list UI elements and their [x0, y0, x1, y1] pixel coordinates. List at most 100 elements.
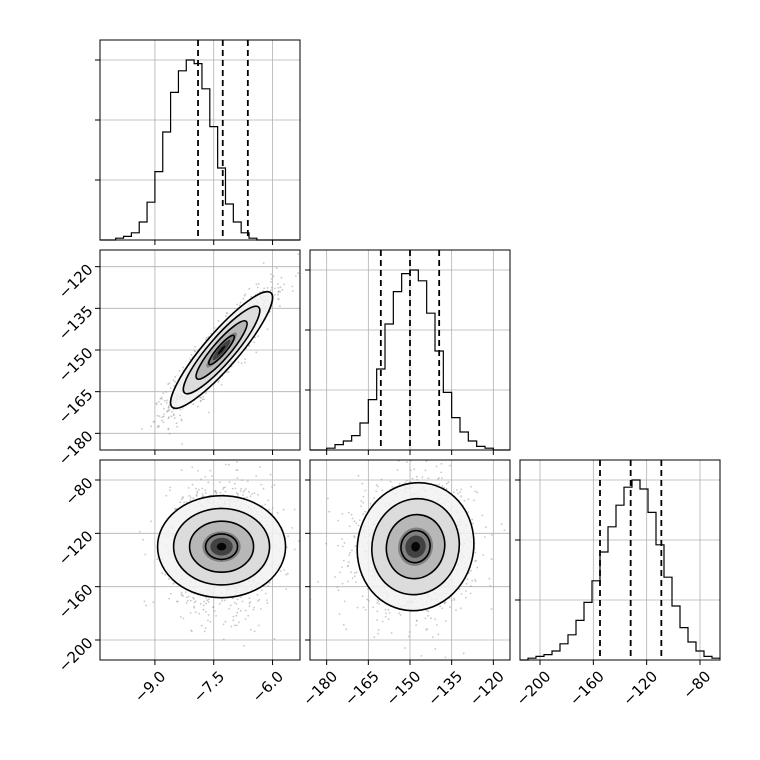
- scatter-1-2-point: [377, 600, 380, 602]
- scatter-0-1-point: [255, 351, 258, 354]
- scatter-0-2-point: [205, 492, 207, 494]
- scatter-0-1-point: [213, 327, 216, 329]
- scatter-1-2-point: [470, 569, 472, 572]
- scatter-1-2-point: [358, 519, 361, 521]
- scatter-1-2-point: [421, 476, 424, 479]
- scatter-1-2-point: [440, 471, 443, 474]
- scatter-1-2-point: [456, 492, 459, 495]
- scatter-1-2-point: [341, 538, 343, 540]
- scatter-0-2-point: [228, 481, 231, 483]
- scatter-0-2-panel: [95, 459, 315, 665]
- scatter-0-2-point: [255, 475, 258, 477]
- scatter-0-1-point: [179, 408, 182, 411]
- scatter-1-2-point: [465, 582, 468, 585]
- scatter-0-1-point: [270, 286, 273, 289]
- scatter-0-2-point: [205, 597, 208, 599]
- scatter-1-2-point: [343, 600, 346, 603]
- scatter-0-2-point: [242, 491, 245, 493]
- scatter-1-2-point: [347, 580, 349, 583]
- scatter-0-2-point: [202, 608, 205, 611]
- scatter-0-1-point: [302, 260, 304, 262]
- scatter-1-2-point: [377, 632, 379, 635]
- scatter-0-2-point: [193, 601, 196, 604]
- scatter-0-2-point: [161, 572, 164, 575]
- scatter-0-1-point: [244, 361, 246, 364]
- scatter-0-2-point: [260, 483, 263, 486]
- scatter-0-1-point: [217, 320, 220, 322]
- scatter-0-1-contour-0: [208, 334, 236, 366]
- scatter-0-2-point: [222, 623, 225, 626]
- scatter-0-2-point: [204, 475, 207, 478]
- scatter-1-2-point: [367, 600, 370, 602]
- scatter-0-2-point: [185, 596, 188, 599]
- scatter-0-2-point: [279, 570, 282, 572]
- scatter-0-1-point: [167, 383, 170, 385]
- hist-0-steps: [100, 59, 300, 241]
- scatter-0-2-point: [222, 486, 225, 489]
- scatter-1-2-point: [366, 598, 368, 601]
- scatter-0-2-point: [221, 600, 224, 602]
- scatter-0-1-point: [193, 350, 196, 352]
- scatter-0-2-point: [189, 599, 192, 602]
- scatter-0-2-point: [183, 501, 186, 504]
- scatter-1-2-point: [467, 498, 470, 501]
- xtick-label-p0-2: −6.0: [249, 667, 287, 705]
- xtick-label-p2-2: −120: [619, 667, 661, 709]
- scatter-0-2-point: [259, 466, 261, 468]
- scatter-0-2-point: [224, 486, 226, 489]
- scatter-0-1-point: [225, 312, 228, 314]
- scatter-1-2-point: [327, 497, 329, 500]
- scatter-0-2-point: [231, 597, 234, 600]
- scatter-1-2-point: [427, 477, 430, 480]
- scatter-0-2-point: [286, 572, 289, 575]
- scatter-0-1-point: [275, 267, 278, 269]
- scatter-0-2-point: [259, 608, 262, 610]
- scatter-0-2-point: [273, 484, 276, 486]
- scatter-0-2-point: [247, 614, 250, 617]
- scatter-1-2-point: [384, 608, 387, 611]
- scatter-0-2-point: [262, 487, 265, 490]
- scatter-0-1-point: [163, 399, 166, 402]
- scatter-0-2-point: [180, 498, 183, 501]
- scatter-0-1-point: [182, 366, 185, 369]
- scatter-0-1-contour-2: [182, 305, 261, 395]
- scatter-1-2-point: [441, 485, 444, 487]
- scatter-1-2-point: [353, 575, 356, 578]
- scatter-0-1-point: [205, 392, 208, 394]
- scatter-0-2-point: [233, 482, 236, 485]
- scatter-1-2-frame: [309, 459, 511, 661]
- scatter-1-2-point: [364, 489, 367, 492]
- scatter-0-1-point: [248, 287, 251, 290]
- scatter-0-2-point: [224, 490, 227, 493]
- scatter-0-2-point: [145, 604, 148, 607]
- scatter-0-2-point: [239, 609, 242, 612]
- scatter-1-2-point: [443, 601, 446, 604]
- scatter-1-2-point: [460, 488, 463, 491]
- scatter-0-1-point: [250, 295, 253, 298]
- scatter-1-2-point: [336, 586, 339, 589]
- scatter-1-2-point: [406, 461, 408, 463]
- scatter-0-1-point: [158, 425, 161, 428]
- scatter-0-2-point: [240, 487, 243, 490]
- scatter-1-2-point: [385, 612, 387, 615]
- scatter-0-1-point: [181, 443, 184, 445]
- ytick-label-p2-1: −160: [55, 580, 97, 622]
- ytick-label-p1-3: −135: [55, 302, 97, 344]
- scatter-1-2-point: [369, 502, 372, 505]
- scatter-0-2-point: [194, 600, 197, 603]
- scatter-1-2-point: [381, 620, 384, 623]
- scatter-1-2-point: [380, 478, 383, 481]
- scatter-0-2-point: [269, 473, 272, 476]
- scatter-0-2-point: [194, 611, 197, 613]
- scatter-1-2-point: [415, 619, 418, 622]
- scatter-0-2-point: [313, 476, 315, 478]
- scatter-1-2-point: [399, 614, 402, 616]
- scatter-0-1-point: [192, 403, 195, 406]
- scatter-0-1-point: [174, 380, 176, 383]
- scatter-0-2-point: [190, 629, 193, 632]
- scatter-1-2-point: [355, 522, 358, 524]
- scatter-0-2-point: [268, 581, 271, 584]
- scatter-1-2-point: [361, 482, 364, 485]
- scatter-1-2-point: [468, 452, 470, 454]
- scatter-1-2-point: [341, 513, 344, 515]
